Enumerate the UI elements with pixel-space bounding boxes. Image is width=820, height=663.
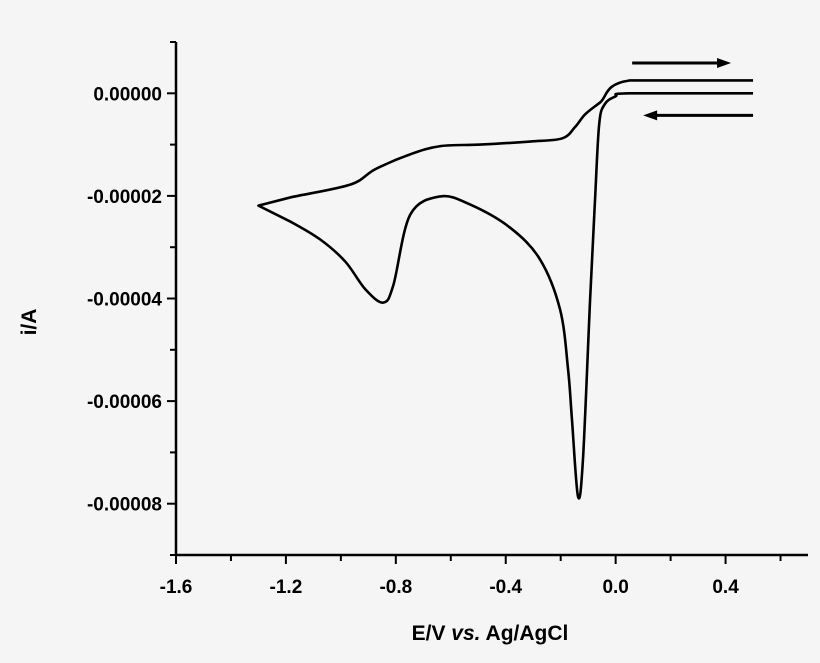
y-tick-label: -0.00004 — [87, 290, 162, 311]
y-tick-label: -0.00002 — [87, 187, 162, 208]
plot-marks — [257, 58, 754, 500]
x-tick-label: -1.2 — [270, 577, 303, 598]
x-tick-label: 0.4 — [712, 577, 739, 598]
arrow-head — [717, 58, 732, 69]
y-axis-title: i/A — [18, 309, 41, 336]
y-tick-label: 0.00000 — [93, 84, 162, 105]
axes: -1.6 -1.2 -0.8 -0.4 0.0 0.4 0.00000 -0.00002 -0.… — [87, 41, 808, 598]
x-tick-label: -1.6 — [160, 577, 193, 598]
y-tick-label: -0.00006 — [87, 392, 162, 413]
scan-direction-arrow-right — [632, 58, 732, 69]
x-tick-label: -0.8 — [379, 577, 412, 598]
scan-direction-arrow-left — [643, 110, 754, 121]
y-tick-label: -0.00008 — [87, 495, 162, 516]
cv-curve — [257, 79, 754, 500]
x-tick-label: 0.0 — [602, 577, 628, 598]
x-axis-title: E/V vs. Ag/AgCl — [412, 622, 569, 645]
arrow-head — [643, 110, 658, 121]
x-tick-label: -0.4 — [489, 577, 522, 598]
